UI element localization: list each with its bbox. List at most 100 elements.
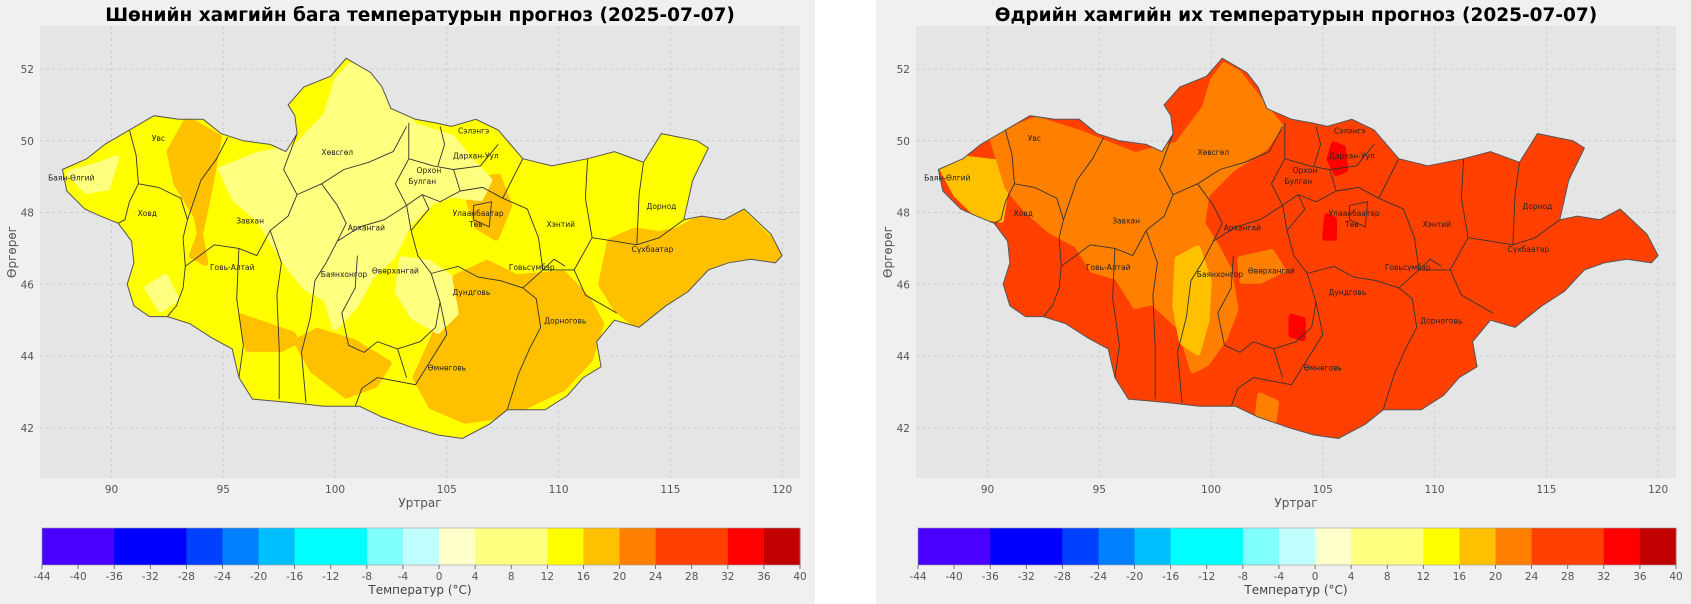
chart-title: Өдрийн хамгийн их температурын прогноз (… <box>995 5 1598 26</box>
colorbar-bin <box>1098 528 1136 565</box>
y-tick-label: 48 <box>897 208 910 220</box>
aimag-label: Өмнөговь <box>428 363 466 372</box>
aimag-border <box>1063 136 1105 220</box>
colorbar-tick-label: 40 <box>1669 571 1682 583</box>
aimag-label: Өмнөговь <box>1304 363 1342 372</box>
aimag-border <box>1313 126 1322 167</box>
colorbar-bin <box>1603 528 1641 565</box>
colorbar-tick-label: 12 <box>1417 571 1430 583</box>
aimag-border <box>301 183 347 403</box>
aimag-border <box>337 204 441 353</box>
y-tick-label: 48 <box>21 208 34 220</box>
aimag-label: Хэнтий <box>1423 220 1451 229</box>
y-axis-label: Өргөрөг <box>881 226 895 278</box>
x-axis-label: Уртраг <box>1274 496 1317 510</box>
aimag-label: Сүхбаатар <box>1508 245 1550 254</box>
colorbar-tick-label: -36 <box>106 571 123 583</box>
chart-title: Шөнийн хамгийн бага температурын прогноз… <box>105 5 735 26</box>
aimag-label: Улаанбаатар <box>453 209 504 218</box>
colorbar-bin <box>1639 528 1677 565</box>
aimag-label: Орхон <box>1293 166 1318 175</box>
x-tick-label: 115 <box>1536 484 1556 496</box>
colorbar-frame <box>41 527 801 566</box>
aimag-label: Сэлэнгэ <box>1334 127 1365 136</box>
x-tick-label: 120 <box>772 484 792 496</box>
aimag-border <box>1282 158 1337 206</box>
aimag-border <box>584 158 593 238</box>
colorbar-tick-label: 16 <box>577 571 591 583</box>
aimag-label: Хөвсгөл <box>1197 148 1229 157</box>
aimag-label: Дорнод <box>646 202 676 211</box>
colorbar-tick-label: 0 <box>436 571 443 583</box>
aimag-border <box>394 122 410 206</box>
colorbar-bin <box>1242 528 1280 565</box>
colorbar-tick-label: 12 <box>541 571 554 583</box>
colorbar-tick-label: 24 <box>649 571 663 583</box>
aimag-label: Дорнод <box>1522 202 1552 211</box>
aimag-border <box>354 302 448 407</box>
aimag-label: Өвөрхангай <box>372 267 419 276</box>
colorbar-tick-label: -8 <box>362 571 372 583</box>
aimag-label: Дорноговь <box>544 317 586 326</box>
x-tick-label: 115 <box>660 484 680 496</box>
axis-ticks: 90 95 100 105 110 115 120 42 44 46 48 50 52 <box>21 64 793 496</box>
colorbar-bin <box>763 528 801 565</box>
aimag-label: Дундговь <box>453 288 491 297</box>
colorbar-tick-label: -40 <box>70 571 87 583</box>
aimag-label: Архангай <box>348 223 385 232</box>
aimag-border <box>269 230 282 400</box>
colorbar-tick-label: 16 <box>1453 571 1467 583</box>
min-temp-panel: Увс Баян-Өлгий Ховд Завхан Говь-Алтай Хөвсгөл… <box>0 0 815 604</box>
temperature-zone-4-12 <box>394 256 459 334</box>
aimag-border <box>636 162 644 245</box>
aimag-border <box>1398 269 1493 314</box>
aimag-border <box>1270 122 1286 206</box>
colorbar-tick-label: -44 <box>909 571 926 583</box>
aimag-label: Улаанбаатар <box>1329 209 1380 218</box>
colorbar-tick-label: -8 <box>1238 571 1248 583</box>
temperature-zone-16-20 <box>1172 245 1212 356</box>
aimag-label: Говь-Алтай <box>1086 263 1131 272</box>
aimag-label: Ховд <box>1014 209 1033 218</box>
colorbar-tick-label: 8 <box>508 571 515 583</box>
x-tick-label: 95 <box>1093 484 1106 496</box>
x-tick-label: 95 <box>217 484 230 496</box>
aimag-label: Ховд <box>138 209 157 218</box>
aimag-border <box>236 248 244 378</box>
colorbar-tick-label: -36 <box>982 571 999 583</box>
colorbar-bin <box>402 528 440 565</box>
temperature-zone-4-12 <box>144 274 180 313</box>
colorbar-bin <box>1531 528 1605 565</box>
aimag-border <box>296 126 407 196</box>
colorbar-tick-label: -16 <box>286 571 303 583</box>
aimag-border <box>453 144 499 170</box>
y-tick-label: 46 <box>897 279 911 291</box>
colorbar-frame <box>917 527 1677 566</box>
x-tick-label: 105 <box>437 484 457 496</box>
aimag-borders <box>61 57 783 440</box>
aimag-label: Төв <box>1344 220 1359 229</box>
colorbar-bin <box>42 528 115 565</box>
y-tick-label: 52 <box>21 64 34 76</box>
colorbar-bin <box>990 528 1063 565</box>
colorbar-bin <box>186 528 223 565</box>
aimag-border <box>138 183 188 317</box>
colorbar-tick-label: -28 <box>1054 571 1071 583</box>
colorbar-tick-label: -20 <box>1126 571 1143 583</box>
aimag-border <box>1512 162 1520 245</box>
colorbar-bin <box>439 528 476 565</box>
colorbar-tick-label: 40 <box>793 571 806 583</box>
aimag-border <box>1418 258 1442 271</box>
colorbar-tick-label: -24 <box>214 571 231 583</box>
colorbar-tick-label: 28 <box>1561 571 1574 583</box>
x-tick-label: 105 <box>1313 484 1333 496</box>
colorbar-bin <box>222 528 260 565</box>
colorbar: -44 -40 -36 -32 -28 -24 -20 -16 -12 -8 -4 0 4 8 12 16 20… <box>909 527 1683 583</box>
colorbar-tick-label: -40 <box>946 571 963 583</box>
colorbar-bin <box>1459 528 1497 565</box>
aimag-border <box>437 126 446 167</box>
colorbar-bin <box>1062 528 1099 565</box>
aimag-border <box>502 197 544 270</box>
aimag-border <box>410 194 430 231</box>
aimag-border <box>1273 348 1284 378</box>
